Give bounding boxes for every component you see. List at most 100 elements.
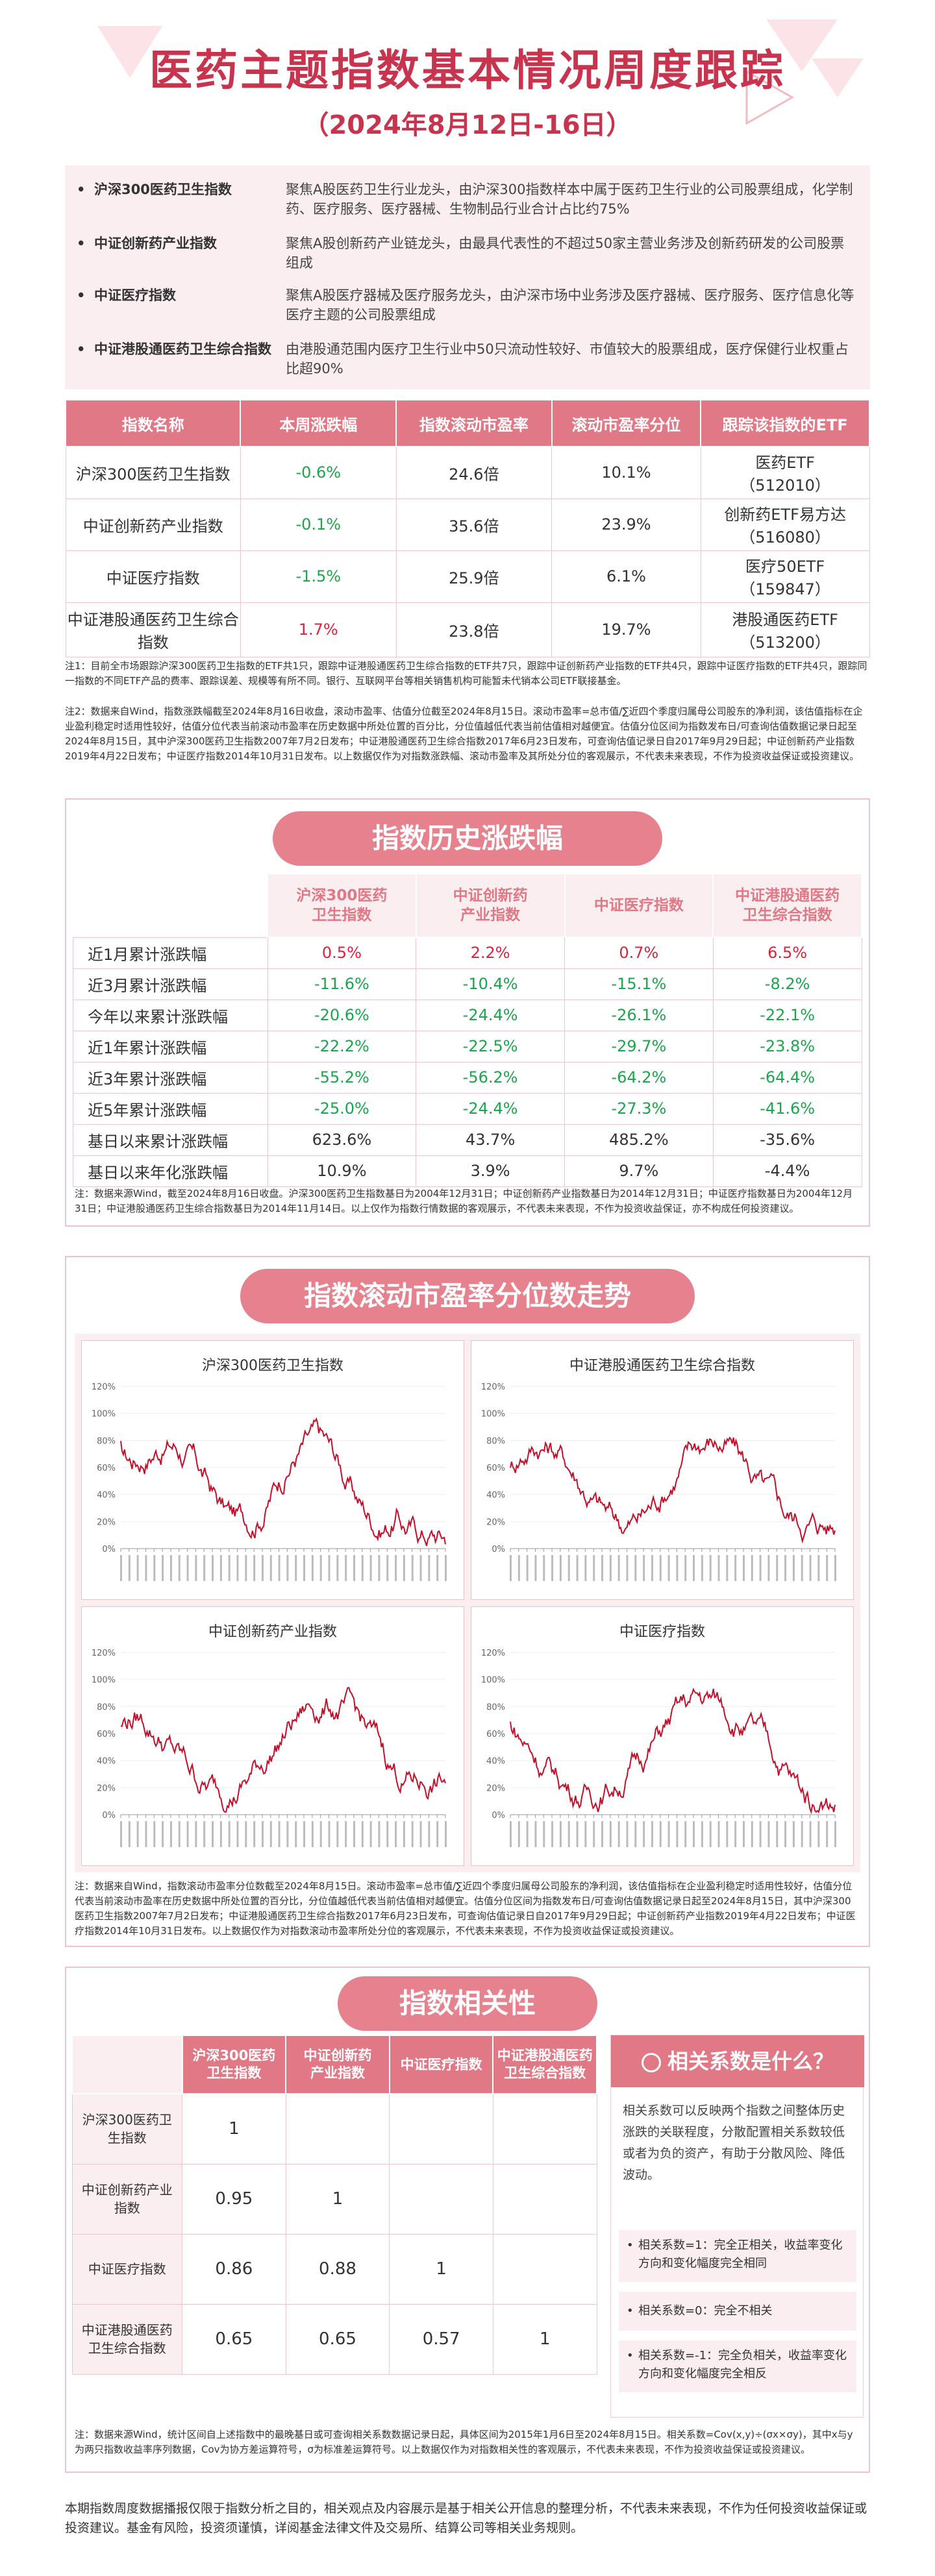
- weekly-note-2: 注2：数据来自Wind，指数涨跌幅截至2024年8月16日收盘，滚动市盈率、估值…: [65, 705, 863, 762]
- x-tick-label-mark: [162, 1821, 164, 1847]
- x-tick-label-mark: [751, 1555, 753, 1581]
- y-tick-label: 120%: [92, 1649, 116, 1658]
- chart-card-3: 中证创新药产业指数 120% 100% 80% 60% 40% 20% 0%: [81, 1606, 464, 1866]
- etf-cell: 创新药ETF易方达 （516080）: [700, 498, 870, 551]
- col-header: 中证医疗指数: [564, 873, 714, 938]
- explain-bullet: • 相关系数=1：完全正相关，收益率变化方向和变化幅度完全相同: [619, 2230, 856, 2282]
- x-tick-label-mark: [153, 1821, 156, 1847]
- col-header: 指数名称: [64, 399, 242, 447]
- x-tick-label-mark: [445, 1555, 447, 1581]
- x-tick-label-mark: [809, 1821, 812, 1847]
- pe-trend-note: 注：数据来自Wind，指数滚动市盈率分位数截至2024年8月15日。滚动市盈率=…: [75, 1880, 856, 1937]
- x-tick-label-mark: [617, 1555, 620, 1581]
- x-tick-label-mark: [169, 1555, 172, 1581]
- x-tick-label-mark: [445, 1821, 447, 1847]
- y-tick-label: 0%: [492, 1545, 505, 1554]
- x-tick-label-mark: [162, 1555, 164, 1581]
- lightbulb-icon: [641, 2053, 661, 2072]
- y-tick-label: 0%: [102, 1545, 116, 1554]
- correlation-note: 注：数据来源Wind，统计区间自上述指数中的最晚基日或可查询相关系数数据记录日起…: [75, 2429, 853, 2455]
- y-tick-label: 60%: [486, 1464, 505, 1473]
- x-tick-label-mark: [120, 1821, 122, 1847]
- footer-disclaimer: 本期指数周度数据播报仅限于指数分析之目的，相关观点及内容展示是基于相关公开信息的…: [65, 2501, 867, 2535]
- x-tick-label-mark: [651, 1555, 653, 1581]
- y-tick-label: 40%: [486, 1757, 505, 1767]
- x-tick-label-mark: [219, 1821, 222, 1847]
- y-tick-label: 100%: [92, 1410, 116, 1419]
- etf-name: 创新药ETF易方达: [724, 506, 846, 524]
- x-tick-label-mark: [776, 1555, 779, 1581]
- x-tick-label-mark: [378, 1555, 380, 1581]
- x-tick-label-mark: [128, 1555, 131, 1581]
- table-row: 中证创新药产业 指数 0.95 1: [71, 2163, 597, 2235]
- x-tick-label-mark: [219, 1555, 222, 1581]
- x-tick-label-mark: [195, 1821, 197, 1847]
- x-tick-label-mark: [593, 1555, 595, 1581]
- intro-text: 聚焦A股创新药产业链龙头，由最具代表性的不超过50家主营业务涉及创新药研发的公司…: [286, 236, 845, 271]
- y-tick-label: 60%: [486, 1730, 505, 1739]
- x-tick-label-mark: [369, 1821, 372, 1847]
- x-tick-label-mark: [784, 1555, 787, 1581]
- x-tick-label-mark: [353, 1821, 355, 1847]
- x-tick-label-mark: [353, 1555, 355, 1581]
- x-tick-label-mark: [311, 1555, 314, 1581]
- x-tick-label-mark: [693, 1821, 695, 1847]
- table-row: 近5年累计涨跌幅 -25.0% -24.4% -27.3% -41.6%: [73, 1092, 862, 1125]
- intro-text: 聚焦A股医疗器械及医疗服务龙头，由沪深市场中业务涉及医疗器械、医疗服务、医疗信息…: [286, 288, 854, 323]
- table-row: 近1月累计涨跌幅 0.5% 2.2% 0.7% 6.5%: [73, 937, 862, 969]
- x-tick-label-mark: [817, 1821, 820, 1847]
- weekly-change: -1.5%: [240, 550, 397, 603]
- x-tick-label-mark: [236, 1821, 239, 1847]
- header-decoration: [97, 19, 864, 125]
- x-tick-label-mark: [593, 1821, 595, 1847]
- table-row: 近1年累计涨跌幅 -22.2% -22.5% -29.7% -23.8%: [73, 1030, 862, 1062]
- x-tick-label-mark: [395, 1821, 397, 1847]
- x-tick-label-mark: [286, 1555, 289, 1581]
- x-tick-label-mark: [709, 1555, 712, 1581]
- page-header: 医药主题指数基本情况周度跟踪 （2024年8月12日-16日）: [0, 0, 935, 162]
- y-tick-label: 120%: [481, 1382, 505, 1392]
- pe-value: 25.9倍: [395, 550, 553, 603]
- x-tick-label-mark: [436, 1821, 439, 1847]
- x-tick-label-mark: [195, 1555, 197, 1581]
- x-tick-label-mark: [236, 1555, 239, 1581]
- x-tick-label-mark: [203, 1555, 206, 1581]
- x-tick-label-mark: [643, 1821, 645, 1847]
- x-tick-label-mark: [701, 1821, 703, 1847]
- x-tick-label-mark: [834, 1555, 836, 1581]
- history-table: 沪深300医药 卫生指数 中证创新药 产业指数 中证医疗指数 中证港股通医药 卫生综合…: [73, 873, 862, 1187]
- x-tick-label-mark: [559, 1821, 562, 1847]
- pe-percentile-chart: 120% 100% 80% 60% 40% 20% 0%: [92, 1649, 447, 1847]
- x-tick-label-mark: [676, 1821, 679, 1847]
- x-tick-label-mark: [726, 1555, 729, 1581]
- x-tick-label-mark: [767, 1555, 770, 1581]
- x-tick-label-mark: [311, 1821, 314, 1847]
- etf-name: 医疗50ETF: [745, 558, 825, 576]
- pe-percentile: 10.1%: [551, 446, 701, 499]
- x-tick-label-mark: [278, 1821, 280, 1847]
- col-header: 本周涨跌幅: [240, 399, 397, 447]
- chart-card-4: 中证医疗指数 120% 100% 80% 60% 40% 20% 0%: [471, 1606, 854, 1866]
- intro-name: 中证医疗指数: [94, 288, 176, 303]
- x-tick-label-mark: [734, 1821, 737, 1847]
- intro-text: 由港股通范围内医疗卫生行业中50只流动性较好、市值较大的股票组成，医疗保健行业权…: [286, 341, 849, 376]
- x-tick-label-mark: [776, 1821, 779, 1847]
- x-tick-label-mark: [693, 1555, 695, 1581]
- x-tick-label-mark: [203, 1821, 206, 1847]
- pe-value: 23.8倍: [395, 602, 553, 657]
- history-note: 注：数据来源Wind，截至2024年8月16日收盘。沪深300医药卫生指数基日为…: [75, 1188, 853, 1214]
- y-tick-label: 0%: [102, 1811, 116, 1821]
- pe-percentile: 6.1%: [551, 550, 701, 603]
- explain-text: 相关系数可以反映两个指数之间整体历史涨跌的关联程度，分散配置相关系数较低或者为负…: [623, 2104, 845, 2182]
- x-tick-label-mark: [178, 1821, 181, 1847]
- y-tick-label: 120%: [481, 1649, 505, 1658]
- x-tick-label-mark: [626, 1821, 629, 1847]
- x-tick-label-mark: [784, 1821, 787, 1847]
- chart-title: 中证港股通医药卫生综合指数: [569, 1358, 755, 1374]
- x-tick-label-mark: [245, 1555, 247, 1581]
- x-tick-label-mark: [567, 1821, 570, 1847]
- history-section-title: 指数历史涨跌幅: [273, 811, 662, 866]
- x-tick-label-mark: [609, 1821, 612, 1847]
- x-tick-label-mark: [801, 1821, 803, 1847]
- x-tick-label-mark: [584, 1821, 587, 1847]
